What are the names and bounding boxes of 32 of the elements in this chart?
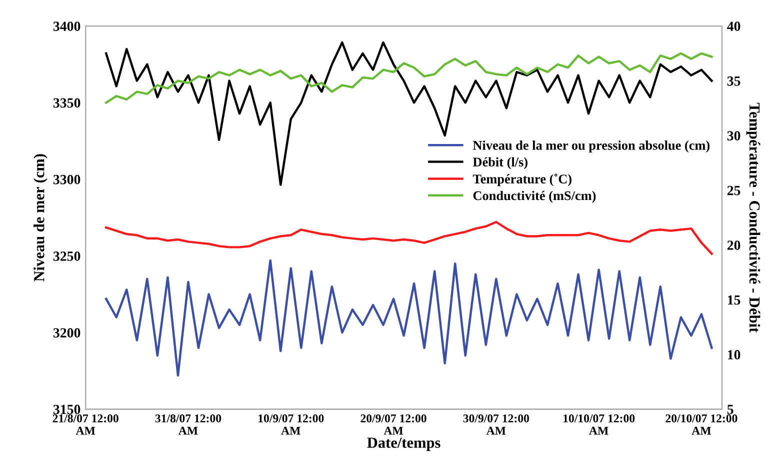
y-tick-label: 3200 (53, 328, 80, 338)
y2-tick-label: 10 (728, 350, 740, 360)
y2-tick-label: 40 (727, 22, 740, 31)
y2-tick-label: 15 (728, 295, 740, 305)
y-tick-label: 3150 (53, 404, 80, 414)
y-axis-title: Niveau de mer (cm) (34, 154, 48, 282)
y2-axis-title: Température - Conductivité - Débit (746, 102, 760, 333)
x-tick-label: 20/9/07 12:00 AM (360, 414, 426, 435)
x-axis-title: Date/temps (367, 438, 440, 451)
x-tick-label: 21/8/07 12:00 AM (52, 414, 118, 435)
line-series (105, 41, 713, 186)
x-tick-label: 10/10/07 12:00 AM (564, 414, 635, 435)
line-series (105, 259, 713, 377)
y2-tick-label: 20 (727, 240, 740, 250)
y2-tick-label: 35 (727, 76, 740, 86)
legend-label: Conductivité (mS/cm) (473, 190, 596, 203)
y2-tick-label: 25 (727, 186, 740, 196)
y2-tick-label: 5 (727, 404, 734, 414)
x-tick-label: 20/10/07 12:00 AM (666, 414, 738, 435)
line-series (105, 220, 713, 255)
x-tick-label: 31/8/07 12:00 AM (155, 414, 222, 435)
y-tick-label: 3350 (53, 98, 80, 108)
y-tick-label: 3250 (53, 252, 80, 261)
x-tick-label: 10/9/07 12:00 AM (258, 414, 324, 435)
y-tick-label: 3300 (53, 174, 80, 184)
legend-label: Débit (l/s) (472, 157, 528, 170)
y-tick-label: 3400 (53, 22, 80, 31)
legend-label: Température (˚C) (472, 174, 572, 186)
y2-tick-label: 30 (727, 131, 740, 140)
line-series (105, 52, 713, 104)
x-tick-label: 30/9/07 12:00 AM (463, 414, 529, 435)
legend-label: Niveau de la mer ou pression absolue (cm) (472, 140, 710, 153)
